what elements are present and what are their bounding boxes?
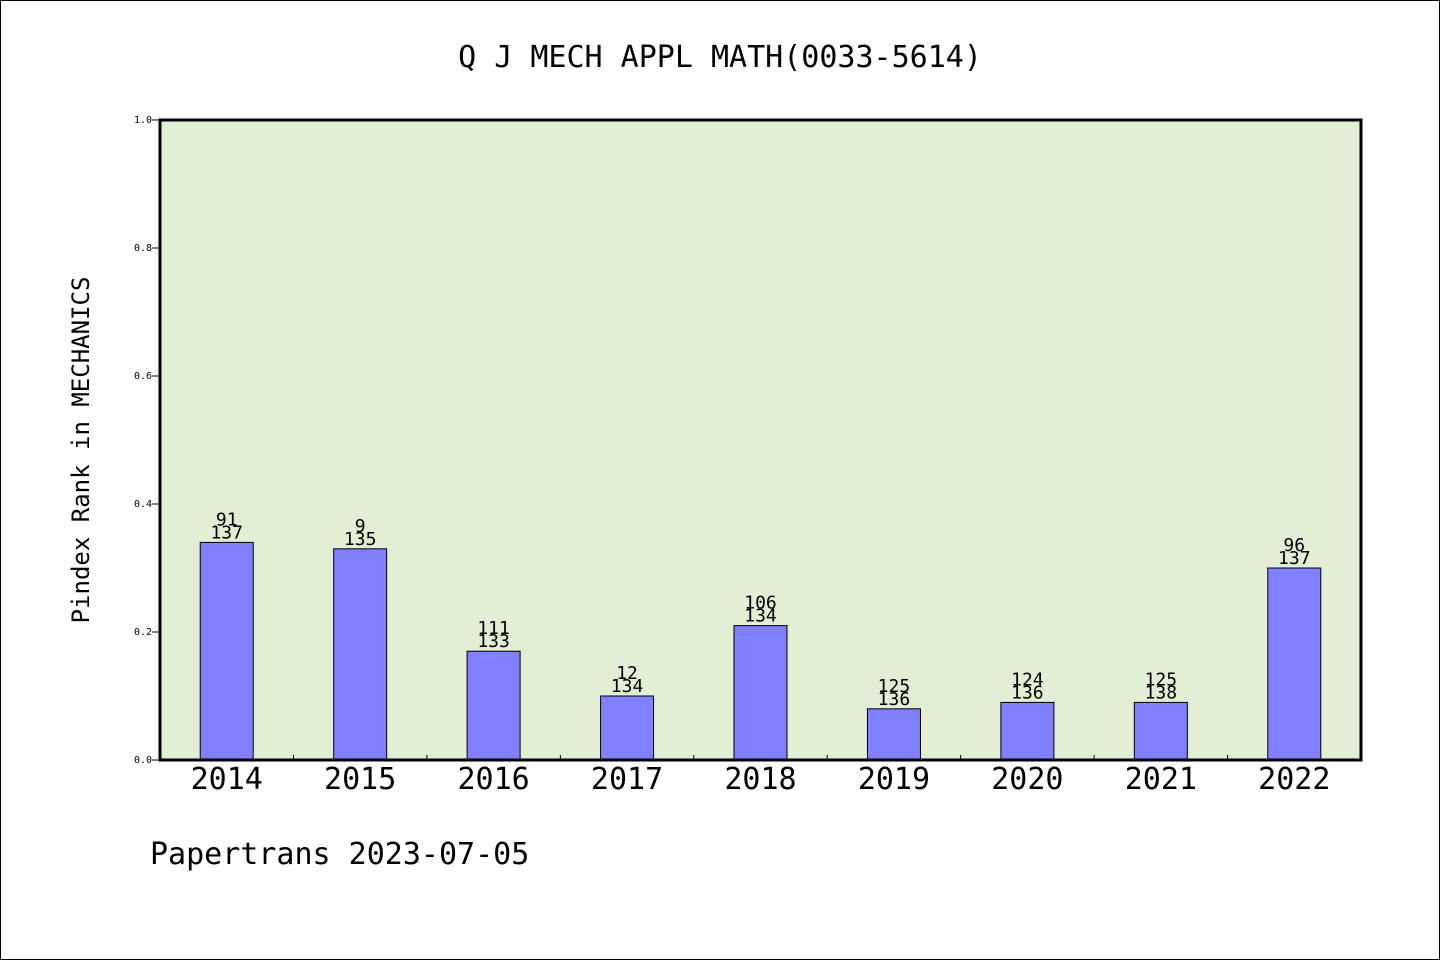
bar [333,548,388,761]
y-axis: 0.0 0.2 0.4 0.6 0.8 1.0 [134,115,160,766]
bar-rank-label: 96 [1283,535,1305,556]
bar [1267,567,1322,761]
bar-rank-label: 91 [216,509,238,530]
bar-rank-label: 111 [477,618,510,639]
x-tick-label: 2019 [858,762,930,797]
bar-rank-label: 12 [616,663,638,684]
bar-total-label: 135 [344,529,377,550]
y-tick-label: 0.2 [134,627,152,638]
chart-title: Q J MECH APPL MATH(0033-5614) [458,40,982,75]
bar-rank-label: 125 [878,676,911,697]
bar [1133,701,1188,761]
y-tick-label: 0.8 [134,243,152,254]
bar [866,708,921,761]
plot-border [158,118,1363,762]
bar-rank-label: 124 [1011,669,1044,690]
bar-total-label: 138 [1145,682,1178,703]
bar [733,625,788,761]
y-tick-label: 0.0 [134,755,152,766]
bar-total-label: 136 [878,689,911,710]
bar-total-label: 133 [477,631,510,652]
bar-rank-label: 125 [1145,669,1178,690]
bar-total-label: 134 [744,606,777,627]
bar-rank-label: 9 [355,516,366,537]
x-axis: 2014 2015 2016 2017 2018 2019 2020 2021 2022 [191,755,1330,797]
bar-total-label: 136 [1011,682,1044,703]
x-tick-label: 2016 [457,762,529,797]
x-tick-label: 2018 [724,762,796,797]
x-tick-label: 2020 [991,762,1063,797]
bar [1000,701,1055,761]
footer-text: Papertrans 2023-07-05 [150,837,529,872]
x-tick-label: 2022 [1258,762,1330,797]
y-tick-label: 0.4 [134,499,152,510]
bar [466,650,521,761]
bar-total-label: 137 [1278,548,1311,569]
x-tick-label: 2017 [591,762,663,797]
x-tick-label: 2021 [1125,762,1197,797]
y-axis-label: Pindex Rank in MECHANICS [67,277,95,624]
x-tick-label: 2015 [324,762,396,797]
y-tick-label: 0.6 [134,371,152,382]
bar [199,541,254,761]
bar [600,695,655,761]
y-tick-label: 1.0 [134,115,152,126]
bar-total-label: 134 [611,676,644,697]
bars [199,541,1322,761]
bar-total-label: 137 [210,522,243,543]
bar-rank-label: 106 [744,593,777,614]
x-tick-label: 2014 [191,762,263,797]
